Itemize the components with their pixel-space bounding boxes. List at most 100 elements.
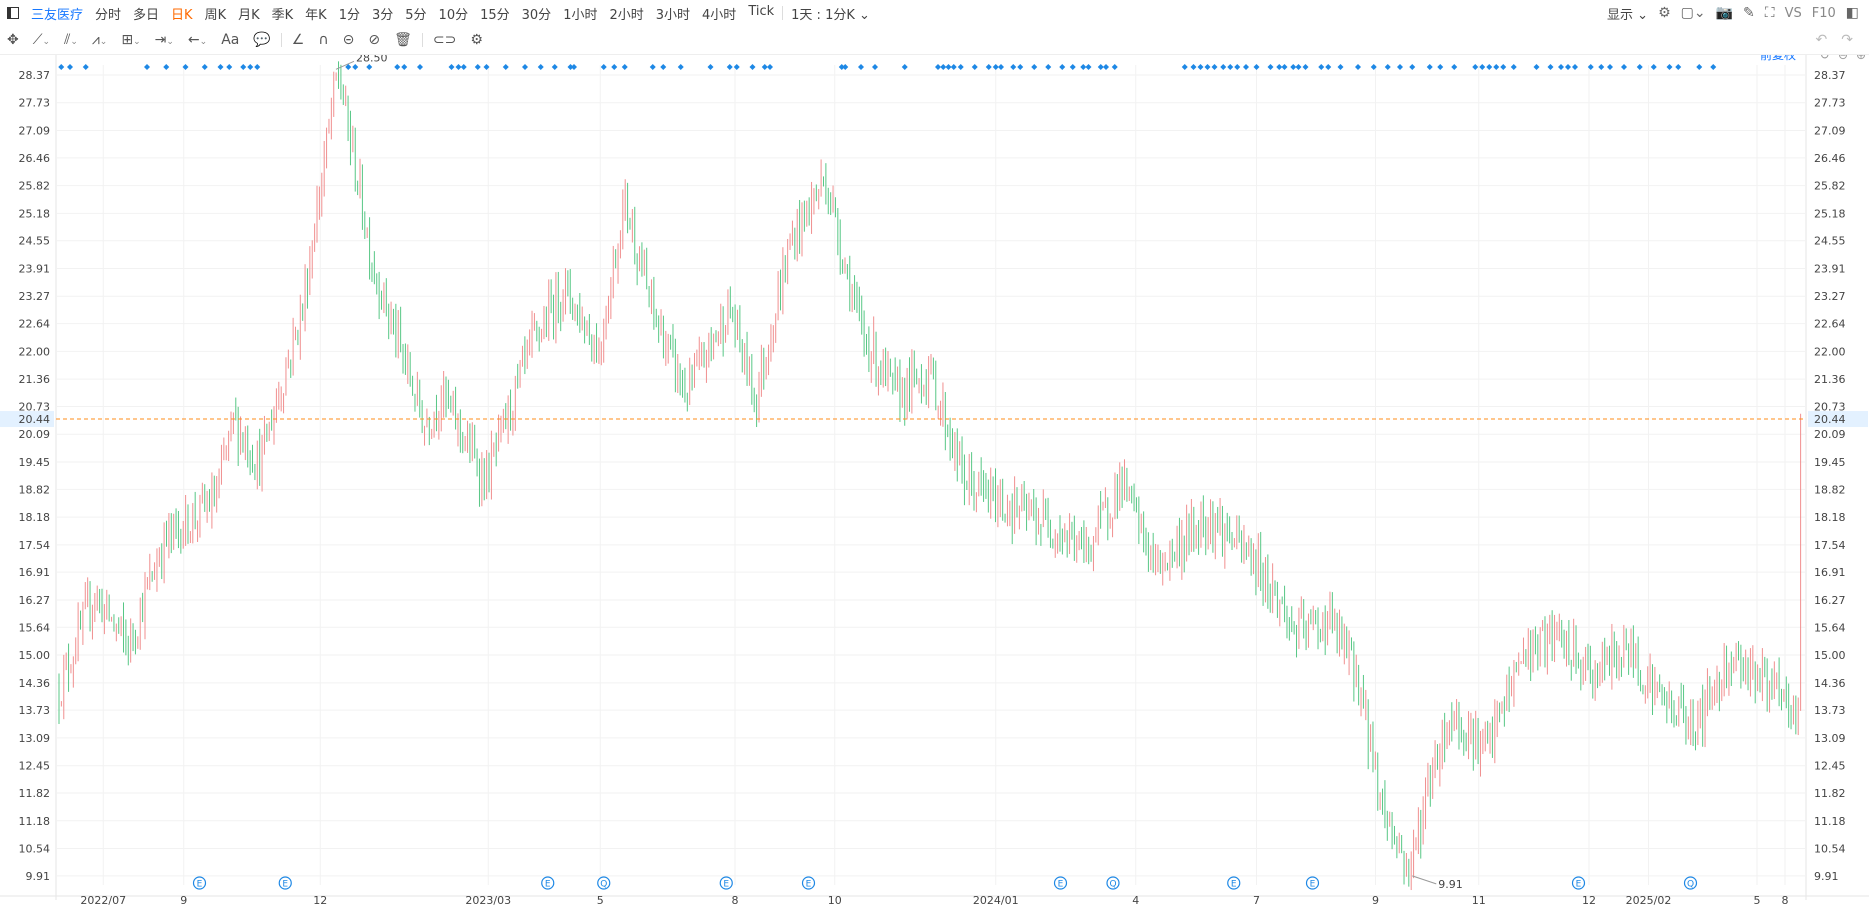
adjust-mode-label[interactable]: 前复权: [1760, 55, 1796, 62]
event-marker-circle[interactable]: [192, 876, 207, 890]
event-marker-label[interactable]: E: [806, 880, 812, 890]
event-marker-label[interactable]: Q: [1109, 880, 1116, 890]
zoom-in-icon[interactable]: ⊕: [1856, 55, 1866, 62]
event-diamond-marker[interactable]: [1234, 64, 1241, 70]
event-diamond-marker[interactable]: [502, 64, 509, 70]
event-diamond-marker[interactable]: [1533, 64, 1540, 70]
event-diamond-marker[interactable]: [1675, 64, 1682, 70]
hide-icon[interactable]: ⊘: [368, 32, 381, 48]
event-diamond-marker[interactable]: [1069, 64, 1076, 70]
candlestick-chart[interactable]: 9.91 9.91 10.54 10.54 11.18 11.18 11.82 11.82 12…: [0, 55, 1869, 909]
event-diamond-marker[interactable]: [254, 64, 261, 70]
event-diamond-marker[interactable]: [522, 64, 528, 70]
event-marker-label[interactable]: E: [1310, 880, 1316, 890]
event-marker-circle[interactable]: [1571, 876, 1586, 890]
event-diamond-marker[interactable]: [551, 64, 558, 70]
event-diamond-marker[interactable]: [1281, 64, 1288, 70]
magnet-icon[interactable]: ∩: [318, 32, 329, 48]
event-diamond-marker[interactable]: [935, 64, 941, 70]
event-diamond-marker[interactable]: [247, 64, 254, 70]
redo-icon[interactable]: ↷: [1841, 32, 1853, 48]
event-diamond-marker[interactable]: [1253, 64, 1260, 70]
event-diamond-marker[interactable]: [1211, 64, 1218, 70]
camera-icon[interactable]: 📷: [1715, 5, 1734, 21]
event-diamond-marker[interactable]: [67, 64, 73, 70]
event-diamond-marker[interactable]: [1510, 64, 1517, 70]
event-diamond-marker[interactable]: [842, 64, 849, 70]
event-diamond-marker[interactable]: [1572, 64, 1578, 70]
event-diamond-marker[interactable]: [985, 64, 992, 70]
event-diamond-marker[interactable]: [998, 64, 1004, 70]
event-diamond-marker[interactable]: [901, 64, 908, 70]
tab-period[interactable]: 15分: [480, 7, 510, 23]
event-diamond-marker[interactable]: [1451, 64, 1458, 70]
event-diamond-marker[interactable]: [1710, 64, 1717, 70]
event-diamond-marker[interactable]: [660, 64, 667, 70]
event-diamond-marker[interactable]: [1479, 64, 1486, 70]
event-marker-label[interactable]: E: [282, 880, 288, 890]
event-diamond-marker[interactable]: [448, 64, 455, 70]
event-diamond-marker[interactable]: [455, 64, 462, 70]
event-diamond-marker[interactable]: [1337, 64, 1344, 70]
event-diamond-marker[interactable]: [417, 64, 423, 70]
event-diamond-marker[interactable]: [600, 64, 607, 70]
event-diamond-marker[interactable]: [460, 64, 467, 70]
event-diamond-marker[interactable]: [761, 64, 768, 70]
tab-period[interactable]: 3分: [371, 7, 394, 23]
event-diamond-marker[interactable]: [1598, 64, 1605, 70]
event-diamond-marker[interactable]: [1325, 64, 1332, 70]
event-diamond-marker[interactable]: [1500, 64, 1507, 70]
event-diamond-marker[interactable]: [1472, 64, 1479, 70]
event-diamond-marker[interactable]: [1267, 64, 1274, 70]
event-diamond-marker[interactable]: [1302, 64, 1309, 70]
link-icon[interactable]: ⊂⊃: [432, 32, 457, 48]
event-diamond-marker[interactable]: [1243, 64, 1249, 70]
event-diamond-marker[interactable]: [858, 64, 864, 70]
event-diamond-marker[interactable]: [1097, 64, 1104, 70]
event-diamond-marker[interactable]: [366, 64, 373, 70]
undo-icon[interactable]: ↶: [1815, 32, 1828, 48]
text-tool[interactable]: Aa: [221, 32, 240, 48]
event-diamond-marker[interactable]: [201, 64, 208, 70]
reset-zoom-icon[interactable]: ↺: [1820, 55, 1830, 62]
event-diamond-marker[interactable]: [1666, 64, 1673, 70]
event-diamond-marker[interactable]: [1493, 64, 1500, 70]
measure-tool-icon[interactable]: ⇥⌄: [154, 32, 174, 48]
event-marker-circle[interactable]: [1106, 876, 1120, 890]
event-marker-circle[interactable]: [1305, 876, 1320, 890]
move-tool-icon[interactable]: ✥: [7, 32, 19, 48]
event-diamond-marker[interactable]: [1547, 64, 1554, 70]
event-diamond-marker[interactable]: [226, 64, 233, 70]
event-diamond-marker[interactable]: [1059, 64, 1066, 70]
event-diamond-marker[interactable]: [1197, 64, 1204, 70]
event-diamond-marker[interactable]: [1227, 64, 1234, 70]
event-diamond-marker[interactable]: [1111, 64, 1118, 70]
tab-period[interactable]: 30分: [521, 7, 552, 23]
event-marker-circle[interactable]: [1227, 876, 1241, 890]
event-diamond-marker[interactable]: [1017, 64, 1024, 70]
event-diamond-marker[interactable]: [992, 64, 999, 70]
event-diamond-marker[interactable]: [1409, 64, 1416, 70]
event-diamond-marker[interactable]: [537, 64, 544, 70]
event-marker-circle[interactable]: [719, 876, 733, 890]
tab-period[interactable]: 月K: [238, 7, 260, 23]
event-marker-label[interactable]: E: [723, 880, 729, 890]
pencil-icon[interactable]: ✎: [1743, 5, 1755, 21]
event-diamond-marker[interactable]: [1181, 64, 1188, 70]
event-diamond-marker[interactable]: [1587, 64, 1594, 70]
event-marker-label[interactable]: Q: [1687, 880, 1694, 890]
event-diamond-marker[interactable]: [1031, 64, 1038, 70]
event-diamond-marker[interactable]: [726, 64, 733, 70]
event-marker-circle[interactable]: [278, 876, 292, 890]
event-diamond-marker[interactable]: [1696, 64, 1703, 70]
event-diamond-marker[interactable]: [677, 64, 684, 70]
event-diamond-marker[interactable]: [1220, 64, 1227, 70]
event-diamond-marker[interactable]: [950, 64, 957, 70]
event-diamond-marker[interactable]: [1650, 64, 1657, 70]
event-diamond-marker[interactable]: [1045, 64, 1052, 70]
event-diamond-marker[interactable]: [571, 64, 577, 70]
event-diamond-marker[interactable]: [217, 64, 224, 70]
tab-period[interactable]: 10分: [438, 7, 469, 23]
event-diamond-marker[interactable]: [707, 64, 714, 70]
event-diamond-marker[interactable]: [1558, 64, 1564, 70]
